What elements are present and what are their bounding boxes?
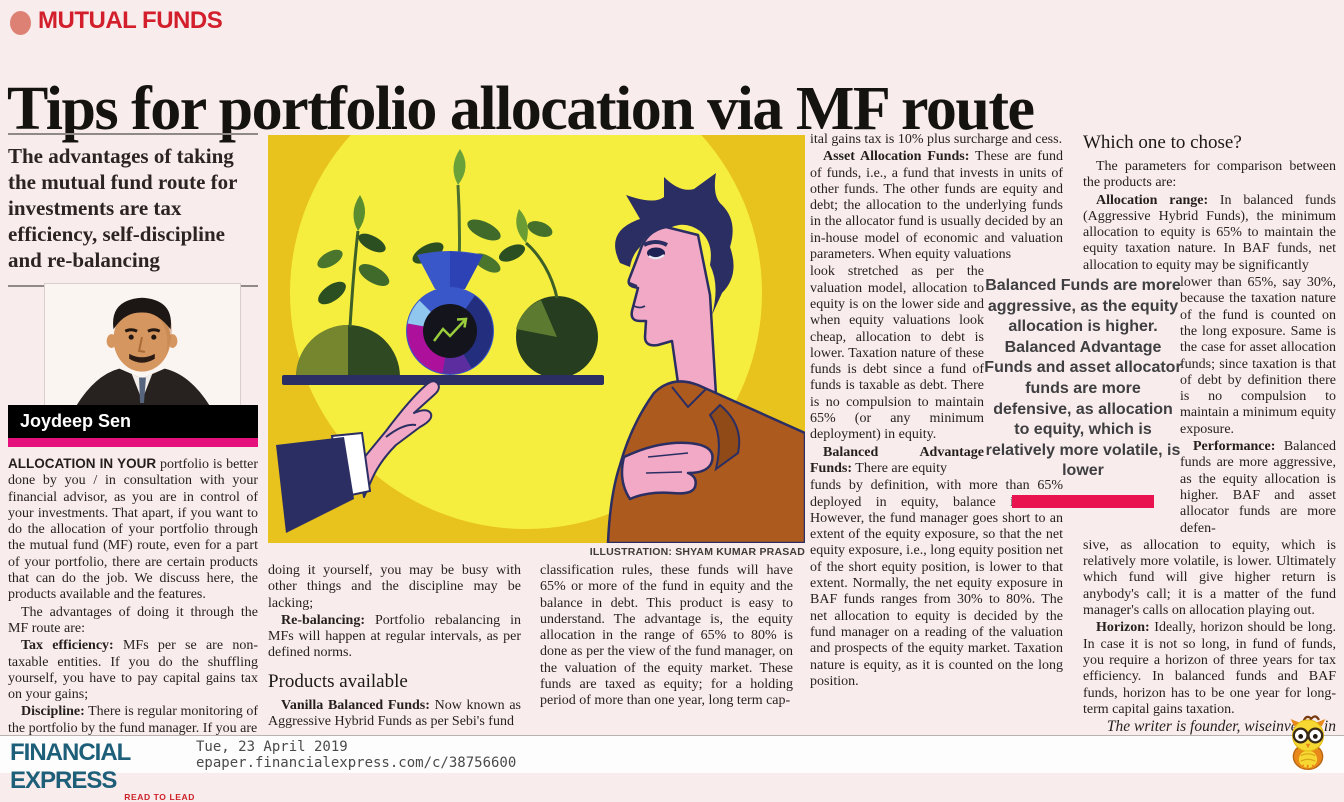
- body-paragraph: ital gains tax is 10% plus surcharge and…: [810, 132, 1063, 147]
- text-wrap-right-of-quote: lower than 65%, say 30%, because the tax…: [1180, 275, 1336, 537]
- financial-express-logo: FINANCIAL EXPRESS READ TO LEAD: [10, 739, 195, 802]
- body-paragraph: Allocation range: In balanced funds (Agg…: [1083, 192, 1336, 273]
- body-paragraph: Re-balancing: Portfolio rebalancing in M…: [268, 612, 521, 661]
- body-paragraph: funds by definition, with more than 65% …: [810, 478, 1063, 689]
- pull-quote-text: Balanced Funds are more aggressive, as t…: [984, 277, 1182, 480]
- article-column-4: ital gains tax is 10% plus surcharge and…: [810, 132, 1063, 736]
- body-paragraph: look stretched as per the valuation mode…: [810, 264, 984, 443]
- body-paragraph: Discipline: There is regular monitoring …: [8, 704, 258, 736]
- article-column-3: classification rules, these funds will h…: [540, 563, 793, 735]
- body-paragraph: Horizon: Ideally, horizon should be long…: [1083, 620, 1336, 717]
- standfirst: The advantages of taking the mutual fund…: [8, 133, 258, 287]
- author-name-bar: Joydeep Sen: [8, 405, 258, 438]
- allocation-vase: [406, 149, 501, 375]
- pull-quote: Balanced Funds are more aggressive, as t…: [984, 276, 1182, 508]
- serving-hand: [276, 380, 440, 533]
- page-title: Tips for portfolio allocation via MF rou…: [7, 74, 1035, 143]
- author-accent-bar: [8, 438, 258, 447]
- body-paragraph: Tax efficiency: MFs per se are non-taxab…: [8, 638, 258, 703]
- epaper-url-link[interactable]: epaper.financialexpress.com/c/38756600: [196, 755, 517, 771]
- paragraph-lead: ALLOCATION IN YOUR: [8, 456, 157, 471]
- article-column-5: Which one to chose? The parameters for c…: [1083, 132, 1336, 736]
- writer-byline: The writer is founder, wiseinvestor.in: [1106, 718, 1336, 736]
- subheading-products-available: Products available: [268, 670, 408, 692]
- edition-date: Tue, 23 April 2019: [196, 739, 348, 755]
- body-paragraph: doing it yourself, you may be busy with …: [268, 563, 521, 611]
- body-paragraph: ALLOCATION IN YOUR portfolio is better d…: [8, 456, 258, 603]
- section-bullet-icon: [10, 11, 31, 35]
- text-wrap-left-of-quote: look stretched as per the valuation mode…: [810, 264, 984, 477]
- body-paragraph: Balanced Advantage Funds: There are equi…: [810, 444, 984, 476]
- tray: [282, 375, 604, 385]
- subheading-which-one: Which one to chose?: [1083, 132, 1242, 153]
- owl-mascot-icon: [1290, 715, 1326, 771]
- body-paragraph: lower than 65%, say 30%, because the tax…: [1180, 275, 1336, 437]
- article-column-1: ALLOCATION IN YOUR portfolio is better d…: [8, 456, 258, 736]
- investor-figure: [606, 173, 805, 543]
- author-photo: [44, 283, 241, 407]
- body-paragraph: The advantages of doing it through the M…: [8, 604, 258, 636]
- plant-pot-right: [498, 209, 598, 378]
- body-paragraph: sive, as allocation to equity, which is …: [1083, 537, 1336, 619]
- body-paragraph: Vanilla Balanced Funds: Now known as Agg…: [268, 697, 521, 730]
- illustration-credit: ILLUSTRATION: SHYAM KUMAR PRASAD: [589, 546, 805, 558]
- epaper-footer: FINANCIAL EXPRESS READ TO LEAD Tue, 23 A…: [0, 735, 1344, 802]
- pull-quote-accent-bar: [1012, 494, 1154, 508]
- footer-meta: Tue, 23 April 2019 epaper.financialexpre…: [196, 739, 516, 771]
- body-paragraph: classification rules, these funds will h…: [540, 563, 793, 709]
- body-paragraph: Asset Allocation Funds: These are fund o…: [810, 149, 1063, 263]
- body-paragraph: The parameters for comparison between th…: [1083, 159, 1336, 191]
- growth-arrow-icon: [433, 317, 468, 342]
- section-kicker: MUTUAL FUNDS: [38, 7, 223, 34]
- plant-pot-left: [296, 195, 400, 377]
- article-column-2: doing it yourself, you may be busy with …: [268, 563, 521, 735]
- body-paragraph: Performance: Balanced funds are more agg…: [1180, 439, 1336, 536]
- article-illustration: [268, 135, 805, 543]
